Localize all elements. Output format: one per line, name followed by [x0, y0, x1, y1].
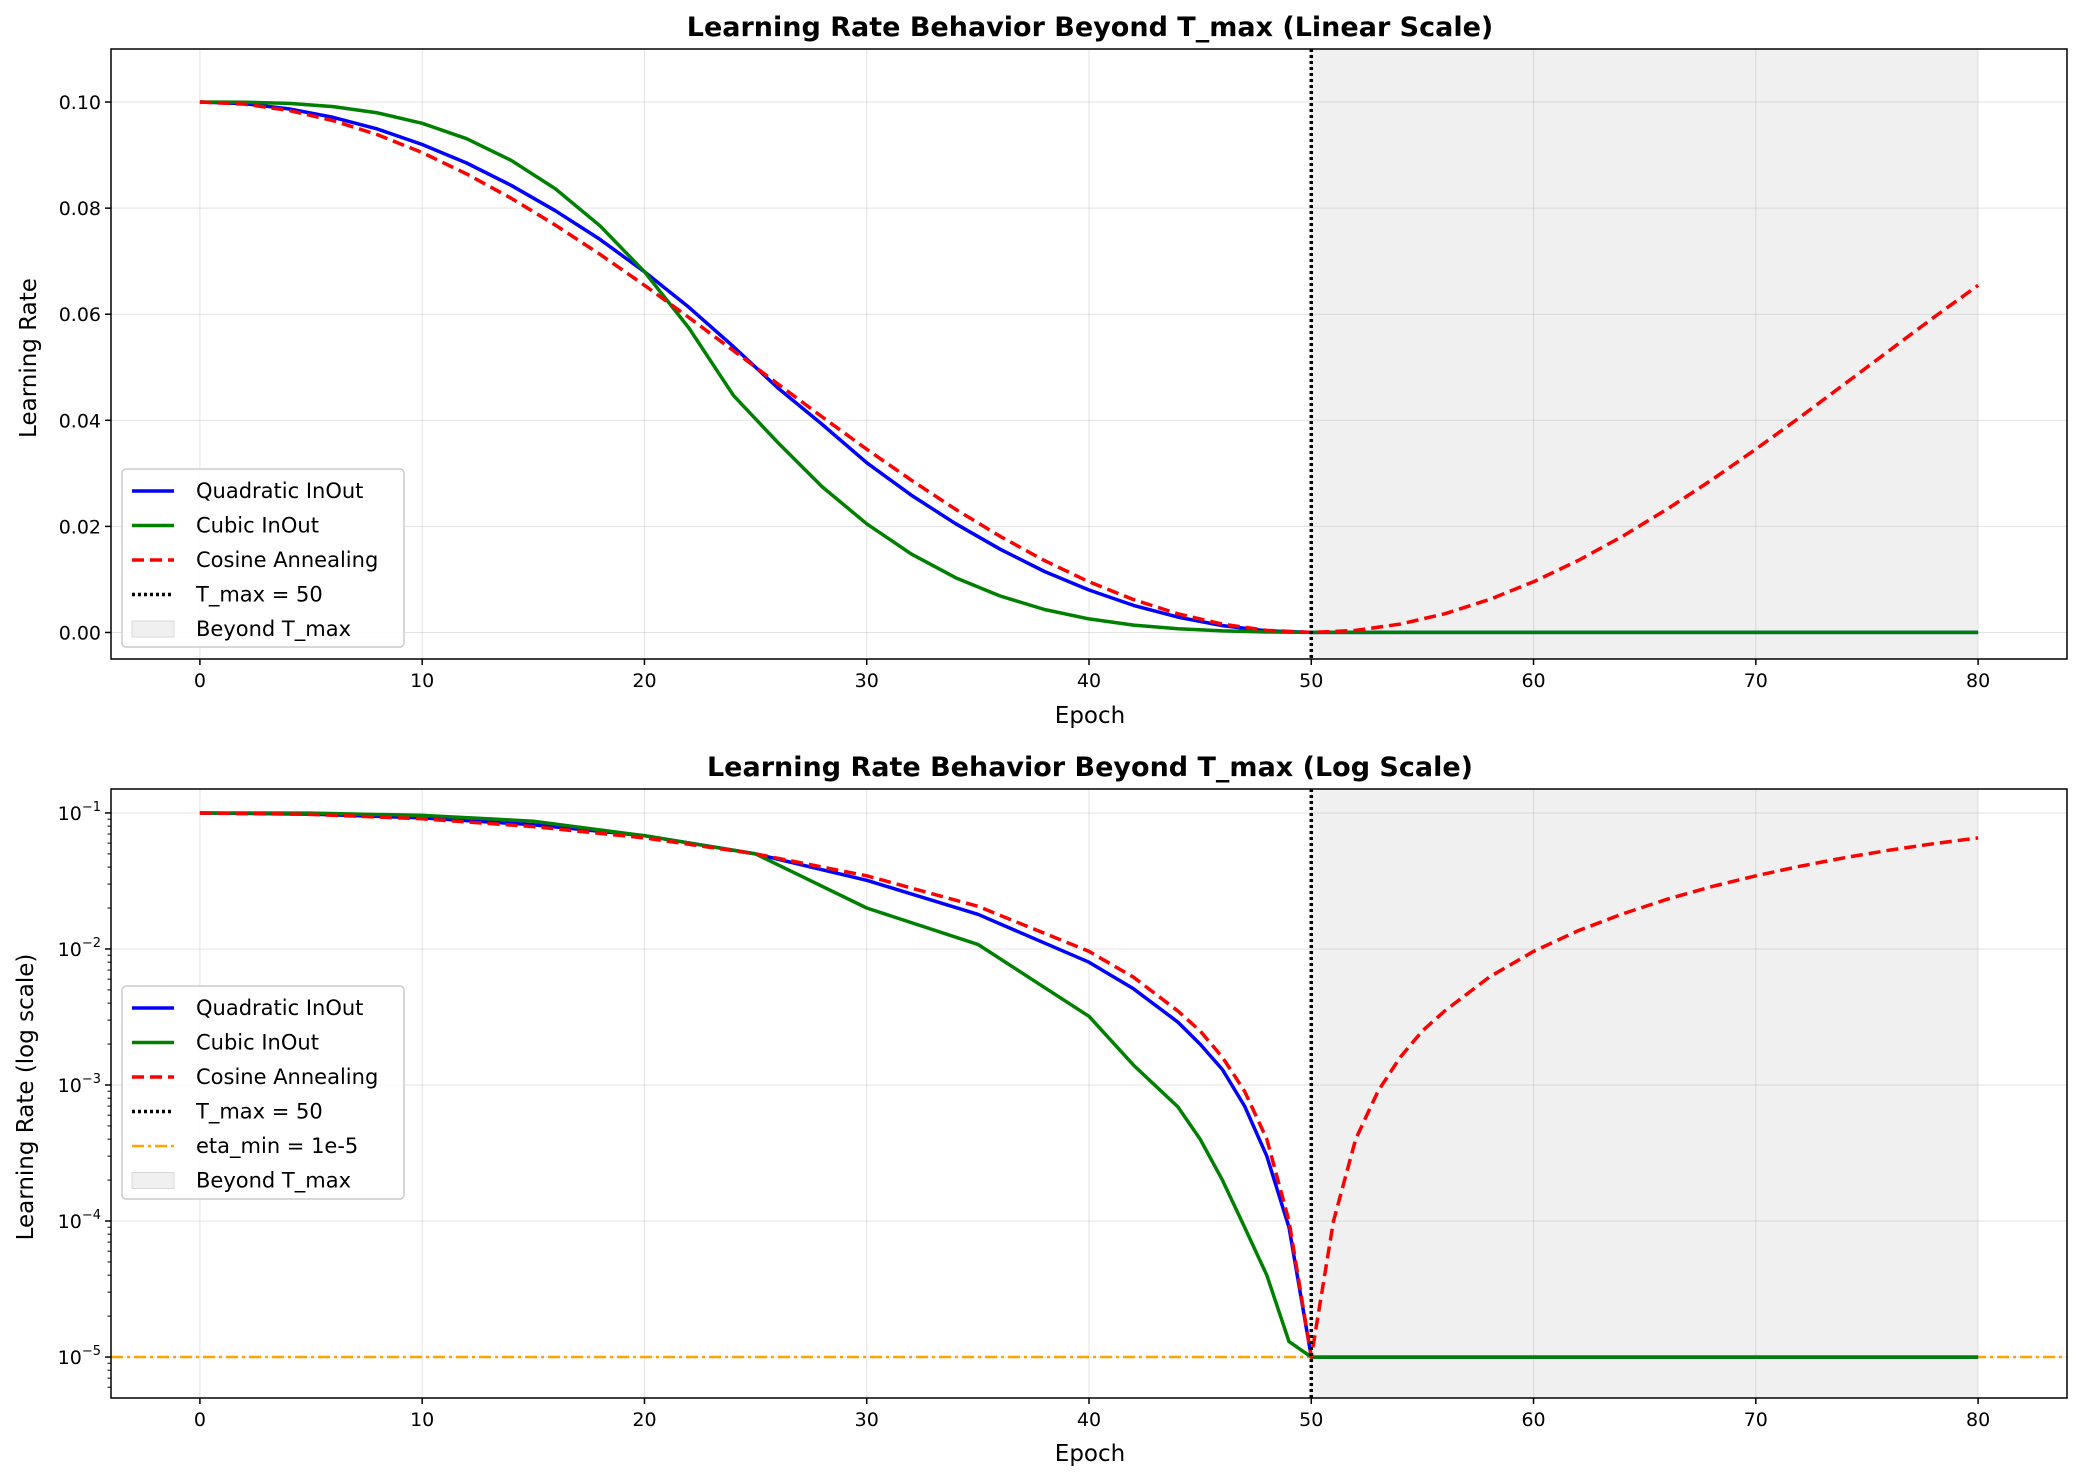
- y-tick-label: 0.00: [59, 622, 101, 644]
- legend-label: eta_min = 1e-5: [196, 1134, 358, 1159]
- linear-scale-chart: Learning Rate Behavior Beyond T_max (Lin…: [16, 12, 2068, 729]
- y-tick-label: 10−3: [58, 1072, 101, 1097]
- series-cosine-annealing: [199, 100, 1980, 635]
- y-axis-label: Learning Rate: [16, 278, 42, 438]
- x-tick-label: 10: [410, 1409, 434, 1431]
- legend-label: Beyond T_max: [196, 617, 351, 642]
- x-axis-label: Epoch: [1055, 1441, 1125, 1467]
- series-cosine-annealing: [199, 811, 1979, 1359]
- x-tick-label: 40: [1077, 1409, 1101, 1431]
- legend-label: Quadratic InOut: [196, 479, 363, 503]
- chart-title: Learning Rate Behavior Beyond T_max (Log…: [707, 752, 1473, 783]
- y-tick-label: 0.08: [59, 198, 101, 220]
- y-tick-label: 10−4: [58, 1208, 101, 1233]
- chart-title: Learning Rate Behavior Beyond T_max (Lin…: [687, 12, 1493, 43]
- x-tick-label: 70: [1744, 670, 1768, 692]
- legend-label: T_max = 50: [195, 1100, 323, 1125]
- plot-area: 0 10 20 30 40 50 60 70 80 0.00 0.02 0.04 0.06 0.08 0.1…: [59, 48, 2068, 692]
- legend: Quadratic InOut Cubic InOut Cosine Anneali…: [121, 985, 405, 1200]
- x-tick-label: 10: [410, 670, 434, 692]
- series-cubic-inout: [199, 100, 1979, 635]
- x-tick-label: 80: [1966, 670, 1990, 692]
- x-tick-label: 50: [1299, 1409, 1323, 1431]
- log-scale-chart: Learning Rate Behavior Beyond T_max (Log…: [13, 752, 2068, 1467]
- y-tick-label: 10−1: [58, 800, 101, 825]
- y-tick-label: 0.10: [59, 92, 101, 114]
- plot-area: 0 10 20 30 40 50 60 70 80 10−5 10−4 10−3 10−2 10−1 Qua…: [58, 788, 2068, 1431]
- x-tick-label: 50: [1299, 670, 1323, 692]
- legend-label: Cosine Annealing: [196, 1065, 378, 1089]
- y-tick-label: 0.04: [59, 410, 101, 432]
- x-tick-label: 40: [1077, 670, 1101, 692]
- x-tick-label: 20: [632, 1409, 656, 1431]
- legend-box: [121, 468, 405, 648]
- legend-label: Cosine Annealing: [196, 548, 378, 572]
- y-axis-label: Learning Rate (log scale): [13, 954, 39, 1241]
- beyond-tmax-region: [1311, 49, 1979, 659]
- legend-key: [131, 620, 175, 638]
- x-tick-label: 0: [194, 1409, 206, 1431]
- x-axis-label: Epoch: [1055, 703, 1125, 729]
- legend-label: Cubic InOut: [196, 1031, 319, 1055]
- legend-label: Beyond T_max: [196, 1169, 351, 1194]
- legend-box: [121, 985, 405, 1200]
- legend-label: Cubic InOut: [196, 514, 319, 538]
- beyond-tmax-region: [1311, 789, 1979, 1398]
- x-tick-label: 20: [632, 670, 656, 692]
- y-tick-label: 10−2: [58, 936, 101, 961]
- series-cubic-inout: [199, 811, 1979, 1359]
- legend-label: T_max = 50: [195, 583, 323, 608]
- y-tick-label: 0.06: [59, 304, 101, 326]
- x-tick-label: 30: [855, 670, 879, 692]
- x-tick-label: 0: [194, 670, 206, 692]
- legend: Quadratic InOut Cubic InOut Cosine Anneali…: [121, 468, 405, 648]
- x-tick-label: 70: [1744, 1409, 1768, 1431]
- y-tick-label: 10−5: [58, 1344, 101, 1369]
- x-tick-label: 30: [855, 1409, 879, 1431]
- legend-key: [131, 1172, 175, 1189]
- x-tick-label: 60: [1521, 1409, 1545, 1431]
- legend-label: Quadratic InOut: [196, 996, 363, 1020]
- x-tick-label: 60: [1521, 670, 1545, 692]
- x-tick-label: 80: [1966, 1409, 1990, 1431]
- y-tick-label: 0.02: [59, 516, 101, 538]
